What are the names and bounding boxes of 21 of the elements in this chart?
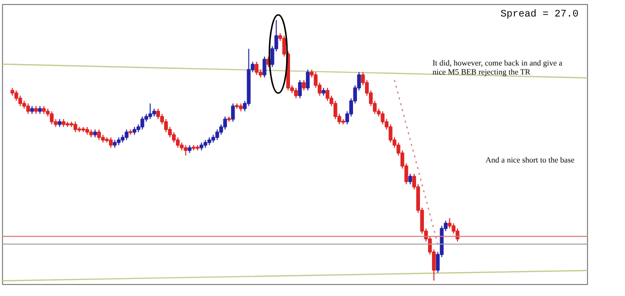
candlestick: [231, 102, 235, 122]
candlestick: [254, 61, 258, 76]
candlestick: [184, 144, 188, 156]
candlestick: [408, 173, 412, 185]
candlestick: [74, 121, 78, 133]
candlestick: [97, 129, 101, 140]
candlestick: [148, 102, 152, 120]
candlestick: [298, 80, 302, 99]
annotation: It did, however, come back in and give a nice M5 BEB rejecting the TR: [432, 58, 563, 76]
candlestick: [262, 56, 266, 78]
candlestick: [306, 69, 310, 91]
candlestick: [50, 110, 54, 125]
text: Spread = 27.0: [500, 8, 579, 20]
candlestick: [294, 87, 298, 99]
candlestick: [26, 102, 30, 114]
candlestick: [223, 116, 227, 130]
candlestick: [140, 116, 144, 130]
candlestick: [302, 80, 306, 91]
candlestick: [124, 129, 128, 140]
candlestick: [108, 136, 113, 148]
text: And a nice short to the base: [486, 156, 575, 164]
